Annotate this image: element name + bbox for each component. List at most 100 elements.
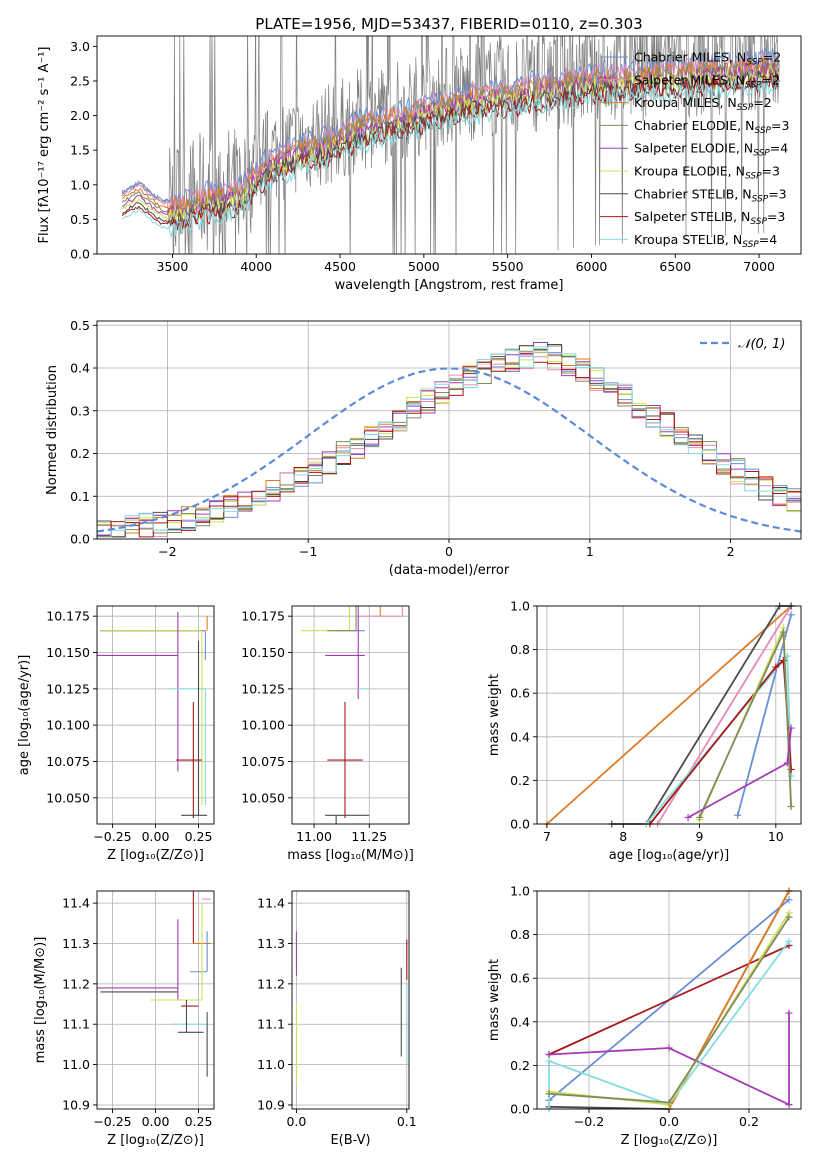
x-axis-label: (data-model)/error [389,563,510,578]
y-tick-label: 0.3 [70,403,90,418]
y-tick-label: 0.4 [70,361,90,376]
y-tick-label: 0.5 [70,318,90,333]
x-tick-label: 4500 [324,259,356,274]
axes-frame [96,35,802,255]
legend-entry: Kroupa STELIB, NSSP=4 [634,232,777,250]
y-tick-label: 11.0 [257,1057,285,1072]
y-tick-label: 0.5 [70,212,90,227]
x-tick-label: 6500 [659,259,691,274]
y-axis-label: mass weight [487,959,502,1041]
age-weight-panel [537,602,801,828]
x-tick-label: 2 [727,544,735,559]
y-tick-label: 10.075 [241,754,285,769]
y-tick-label: 10.175 [46,609,90,624]
x-tick-label: 11.00 [296,829,332,844]
model-line-kroupa-elodie [121,65,780,223]
y-axis-label: age [log₁₀(age/yr)] [17,655,32,776]
legend-entry: Chabrier MILES, NSSP=2 [634,50,781,68]
weight-line-salpeter-miles [656,605,792,825]
normal-curve [96,367,802,533]
weight-marker [684,813,692,821]
y-tick-label: 10.050 [46,790,90,805]
x-tick-label: 10 [768,829,784,844]
y-tick-label: 11.2 [257,976,285,991]
x-tick-label: 11.25 [351,829,387,844]
x-tick-label: 3500 [157,259,189,274]
y-tick-label: 10.9 [62,1097,90,1112]
weight-line-kroupa-stelib [548,940,790,1109]
y-tick-label: 11.1 [257,1017,285,1032]
model-line-chabrier-stelib [121,69,780,231]
y-tick-label: 10.125 [46,681,90,696]
x-tick-label: −0.25 [93,1114,131,1129]
weight-line-kroupa-miles [546,605,792,825]
legend-entry: Salpeter STELIB, NSSP=3 [634,209,785,227]
weight-marker [785,1009,793,1017]
model-line-kroupa-stelib [121,77,780,238]
weight-marker [665,1098,673,1106]
y-tick-label: 11.0 [62,1057,90,1072]
y-axis-label: Flux [fλ10⁻¹⁷ erg cm⁻² s⁻¹ A⁻¹] [37,47,52,244]
z-weight-panel [537,887,801,1113]
x-tick-label: −1 [299,544,317,559]
x-axis-label: Z [log₁₀(Z/Z⊙)] [107,848,204,863]
legend-entry: Chabrier ELODIE, NSSP=3 [634,118,789,136]
x-tick-label: 5000 [408,259,440,274]
mass-age-panel-axes: 11.00 11.25 10.050 10.075 10.100 10.125 10.150… [241,605,414,863]
age-weight-panel-axes: 7 8 9 10 0.0 0.2 0.4 0.6 0.8 1.0 age [log₁₀(age/yr… [487,599,802,863]
weight-marker [545,1090,553,1098]
y-tick-label: 0.6 [510,971,530,986]
y-tick-label: 10.050 [241,790,285,805]
normal-legend-label: 𝒩(0, 1) [738,337,785,352]
y-tick-label: 10.100 [46,718,90,733]
z-mass-panel [97,891,214,1109]
y-tick-label: 11.2 [62,976,90,991]
weight-marker [665,1044,673,1052]
x-tick-label: 6000 [576,259,608,274]
x-tick-label: 0.00 [142,829,170,844]
y-tick-label: 1.0 [510,884,530,899]
y-tick-label: 10.075 [46,754,90,769]
y-tick-label: 0.6 [510,686,530,701]
weight-line-kroupa-elodie [698,627,792,820]
weight-marker [787,724,795,732]
weight-marker [783,759,791,767]
spectrum-legend: Chabrier MILES, NSSP=2 Salpeter MILES, NS… [600,50,789,250]
y-tick-label: 0.4 [510,729,530,744]
y-tick-label: 3.0 [70,39,90,54]
weight-marker [696,813,704,821]
spectrum-axes: 3500 4000 4500 5000 5500 6000 6500 7000 0.0 0.5 1.… [37,35,802,293]
weight-line-kroupa-stelib [645,653,792,825]
histogram-step-kroupa-stelib [97,346,801,538]
y-tick-label: 0.2 [510,1058,530,1073]
x-axis-label: E(B-V) [330,1133,370,1148]
legend-entry: Kroupa MILES, NSSP=2 [634,95,772,113]
mass-age-panel [292,606,409,824]
x-tick-label: −0.2 [574,1114,604,1129]
weight-marker [787,772,795,780]
x-axis-label: wavelength [Angstrom, rest frame] [335,278,564,293]
y-axis-label: Normed distribution [45,365,60,495]
y-tick-label: 0.8 [510,927,530,942]
x-tick-label: −2 [158,544,176,559]
x-axis-label: age [log₁₀(age/yr)] [609,848,730,863]
y-tick-label: 0.2 [70,446,90,461]
x-tick-label: 9 [696,829,704,844]
weight-marker [545,1057,553,1065]
y-tick-label: 11.3 [257,936,285,951]
weight-marker [787,611,795,619]
x-tick-label: 0.0 [286,1114,306,1129]
spectrum-data-line [121,36,780,254]
model-line-kroupa-miles [121,56,780,217]
x-axis-label: Z [log₁₀(Z/Z⊙)] [621,1133,718,1148]
y-tick-label: 1.0 [70,177,90,192]
weight-marker [779,628,787,636]
y-tick-label: 11.1 [62,1017,90,1032]
weight-line-salpeter-elodie [548,1013,790,1107]
y-tick-label: 11.4 [257,896,285,911]
x-tick-label: −0.25 [93,829,131,844]
x-tick-label: 4000 [240,259,272,274]
figure-title: PLATE=1956, MJD=53437, FIBERID=0110, z=0… [255,15,642,33]
weight-line-chabrier-miles [736,614,792,816]
y-tick-label: 0.2 [510,773,530,788]
